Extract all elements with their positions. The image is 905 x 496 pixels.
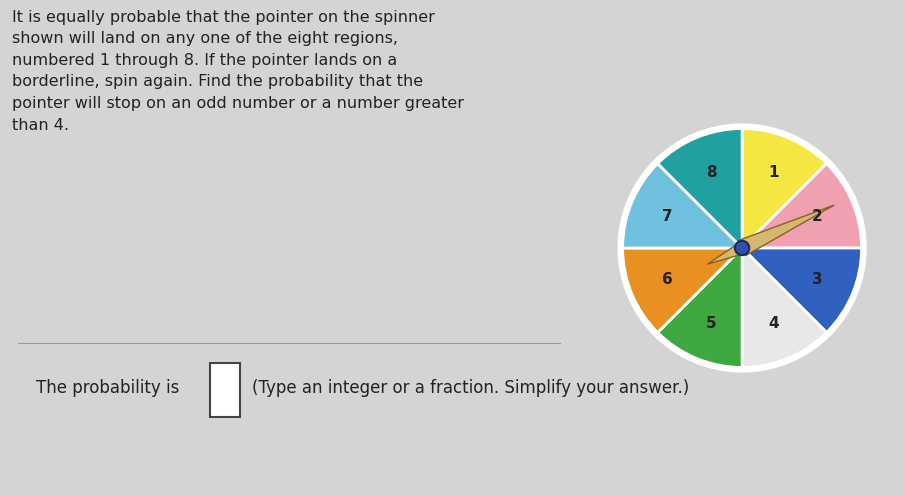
Text: 6: 6 xyxy=(662,272,672,287)
Polygon shape xyxy=(738,205,834,255)
Text: 7: 7 xyxy=(662,209,672,224)
Text: (Type an integer or a fraction. Simplify your answer.): (Type an integer or a fraction. Simplify… xyxy=(252,379,689,397)
Text: 8: 8 xyxy=(706,166,717,181)
Text: The probability is: The probability is xyxy=(36,379,179,397)
Wedge shape xyxy=(658,128,742,248)
FancyBboxPatch shape xyxy=(210,363,240,417)
Circle shape xyxy=(735,241,749,255)
Wedge shape xyxy=(742,248,826,368)
Wedge shape xyxy=(742,164,862,248)
Text: 4: 4 xyxy=(767,315,778,330)
Text: 3: 3 xyxy=(812,272,823,287)
Polygon shape xyxy=(708,243,745,264)
Wedge shape xyxy=(623,248,742,332)
Wedge shape xyxy=(742,248,862,332)
Wedge shape xyxy=(623,164,742,248)
Wedge shape xyxy=(742,128,826,248)
Text: It is equally probable that the pointer on the spinner
shown will land on any on: It is equally probable that the pointer … xyxy=(12,10,463,132)
Text: 2: 2 xyxy=(812,209,823,224)
Text: 5: 5 xyxy=(706,315,717,330)
Wedge shape xyxy=(658,248,742,368)
Text: 1: 1 xyxy=(768,166,778,181)
